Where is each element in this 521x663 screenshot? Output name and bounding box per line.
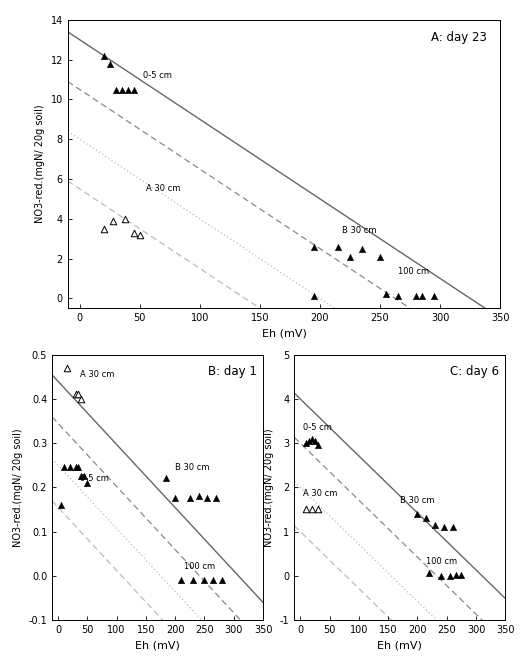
Point [445, 570, 454, 581]
Text: A 30 cm: A 30 cm [303, 489, 338, 499]
Point [162, 473, 170, 484]
Point [314, 504, 322, 514]
Text: B: day 1: B: day 1 [208, 365, 257, 379]
Point [310, 241, 318, 252]
Point [57, 500, 65, 511]
Point [77, 471, 85, 481]
Point [111, 84, 120, 95]
Text: C: day 6: C: day 6 [450, 365, 499, 379]
Point [130, 84, 138, 95]
Point [121, 213, 130, 224]
Point [218, 575, 226, 585]
Text: 100 cm: 100 cm [398, 267, 429, 276]
Point [394, 291, 402, 302]
Point [59, 462, 68, 473]
Point [194, 491, 203, 501]
Point [430, 291, 438, 302]
Point [431, 520, 439, 530]
Point [413, 509, 421, 519]
Point [425, 568, 433, 579]
Text: 0-5 cm: 0-5 cm [303, 423, 332, 432]
X-axis label: Eh (mV): Eh (mV) [135, 640, 180, 650]
Point [302, 504, 310, 514]
Point [63, 363, 71, 373]
Point [308, 434, 316, 444]
Point [457, 570, 466, 580]
Point [440, 522, 448, 532]
Point [77, 394, 85, 404]
Point [185, 493, 194, 504]
Text: 100 cm: 100 cm [426, 557, 457, 566]
Point [412, 291, 420, 302]
Point [451, 570, 460, 580]
Text: A: day 23: A: day 23 [431, 31, 487, 44]
Point [75, 462, 83, 473]
Point [106, 58, 114, 69]
Point [100, 223, 108, 234]
Point [118, 84, 126, 95]
Text: B 30 cm: B 30 cm [175, 463, 209, 472]
Point [130, 227, 138, 238]
Text: 0-5 cm: 0-5 cm [80, 474, 109, 483]
Y-axis label: NO3-red.(mgN/ 20g soil): NO3-red.(mgN/ 20g soil) [35, 105, 45, 223]
Text: B 30 cm: B 30 cm [342, 225, 376, 235]
Point [135, 229, 144, 240]
Point [171, 493, 179, 504]
Point [75, 389, 83, 400]
Point [376, 251, 384, 262]
Point [71, 389, 80, 400]
Point [308, 504, 316, 514]
Point [310, 291, 318, 302]
Point [201, 575, 209, 585]
X-axis label: Eh (mV): Eh (mV) [262, 329, 306, 339]
Point [311, 436, 319, 446]
Y-axis label: NO3-red.(mgN/ 20g soil): NO3-red.(mgN/ 20g soil) [13, 428, 23, 546]
Point [334, 241, 342, 252]
Point [189, 575, 197, 585]
Point [346, 251, 354, 262]
Point [203, 493, 212, 504]
Point [83, 477, 92, 488]
Point [100, 50, 108, 61]
Point [109, 215, 118, 226]
Point [177, 575, 185, 585]
Point [302, 438, 310, 448]
Point [449, 522, 457, 532]
Point [71, 462, 80, 473]
Point [314, 440, 322, 451]
Point [305, 436, 313, 446]
Point [212, 493, 220, 504]
Text: A 30 cm: A 30 cm [80, 370, 115, 379]
X-axis label: Eh (mV): Eh (mV) [377, 640, 423, 650]
Text: 100 cm: 100 cm [184, 562, 215, 572]
Point [66, 462, 74, 473]
Point [418, 291, 426, 302]
Text: A 30 cm: A 30 cm [146, 184, 180, 193]
Y-axis label: NO3-red.(mgN/ 20g soil): NO3-red.(mgN/ 20g soil) [264, 428, 275, 546]
Point [422, 513, 430, 524]
Point [437, 570, 445, 581]
Text: B 30 cm: B 30 cm [400, 496, 435, 505]
Point [382, 289, 390, 300]
Point [209, 575, 217, 585]
Point [80, 471, 89, 481]
Point [123, 84, 132, 95]
Text: 0-5 cm: 0-5 cm [143, 70, 172, 80]
Point [358, 243, 366, 254]
